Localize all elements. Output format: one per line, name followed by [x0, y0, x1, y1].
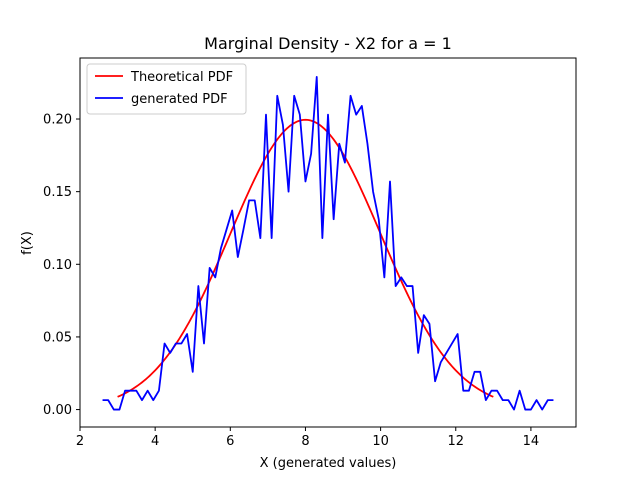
- x-tick-label: 4: [151, 434, 159, 449]
- legend: Theoretical PDF generated PDF: [86, 63, 247, 115]
- y-axis-label: f(X): [20, 231, 35, 255]
- y-tick-label: 0.00: [43, 403, 72, 418]
- y-tick-label: 0.10: [43, 258, 72, 273]
- series-line-generated-pdf: [102, 75, 554, 411]
- x-tick-label: 6: [226, 434, 234, 449]
- plot-frame: [79, 57, 577, 428]
- series-layer: [102, 75, 554, 411]
- chart-title: Marginal Density - X2 for a = 1: [204, 34, 452, 53]
- legend-box: [86, 63, 247, 115]
- legend-label-generated: generated PDF: [131, 92, 228, 107]
- x-tick-label: 2: [76, 434, 84, 449]
- x-tick-label: 8: [301, 434, 309, 449]
- x-axis-label: X (generated values): [260, 456, 397, 471]
- y-tick-label: 0.15: [43, 185, 72, 200]
- x-axis: 2 4 6 8 10 12 14: [76, 427, 539, 449]
- x-tick-label: 14: [523, 434, 540, 449]
- x-tick-label: 12: [447, 434, 464, 449]
- y-axis: 0.00 0.05 0.10 0.15 0.20: [43, 113, 80, 418]
- legend-label-theoretical: Theoretical PDF: [130, 70, 233, 85]
- series-line-theoretical-pdf: [117, 118, 494, 398]
- y-tick-label: 0.20: [43, 113, 72, 128]
- y-tick-label: 0.05: [43, 330, 72, 345]
- x-tick-label: 10: [372, 434, 389, 449]
